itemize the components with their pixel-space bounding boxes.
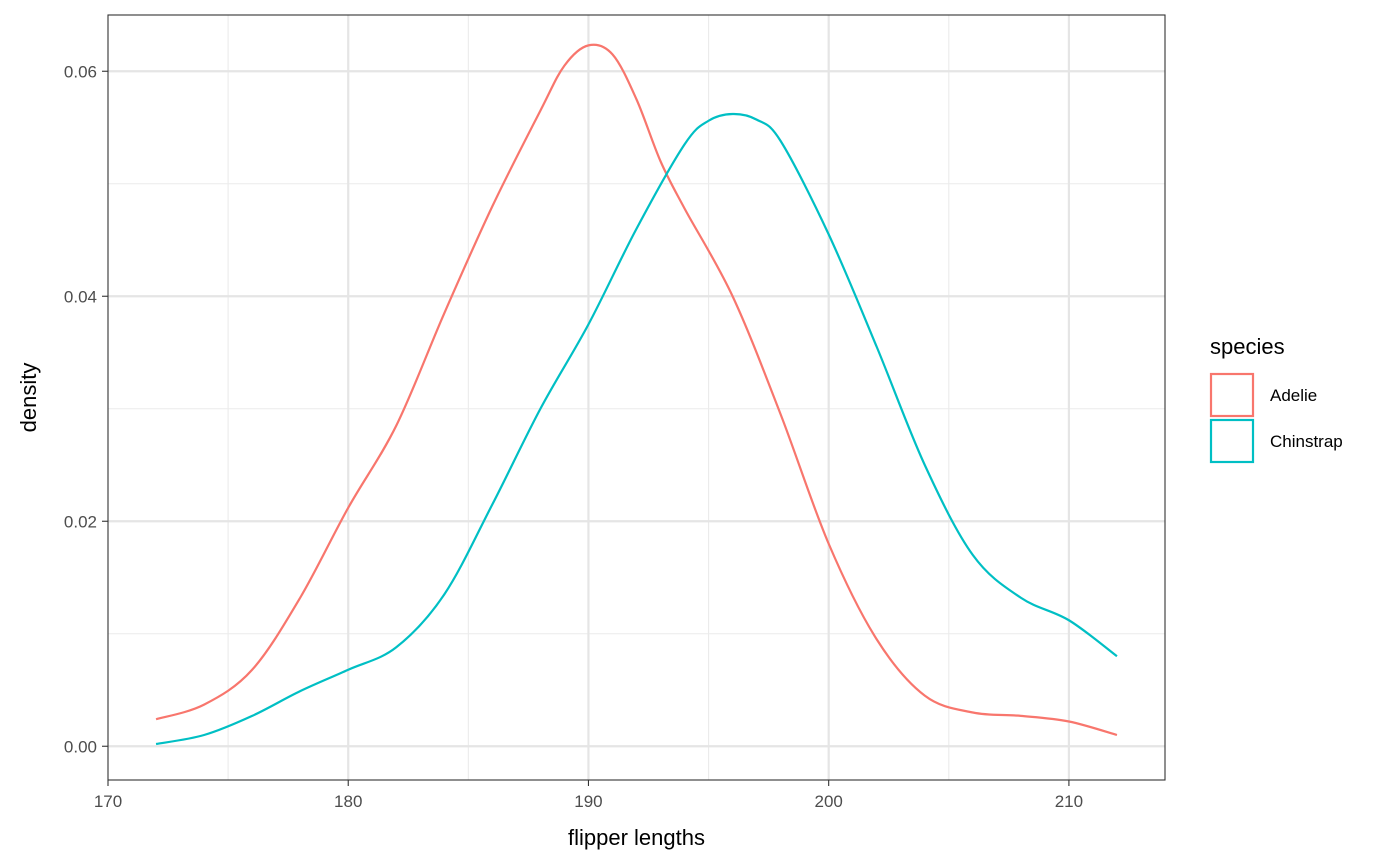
y-tick-label: 0.06 xyxy=(64,62,97,81)
x-tick-label: 190 xyxy=(574,792,602,811)
legend-label-adelie: Adelie xyxy=(1270,386,1317,405)
plot-panel xyxy=(108,15,1165,780)
x-tick-label: 180 xyxy=(334,792,362,811)
legend: species Adelie Chinstrap xyxy=(1209,334,1343,464)
y-tick-label: 0.00 xyxy=(64,737,97,756)
minor-gridlines xyxy=(108,15,1165,780)
y-axis: 0.00 0.02 0.04 0.06 xyxy=(64,62,108,756)
y-axis-title: density xyxy=(16,363,41,433)
legend-key-chinstrap xyxy=(1209,418,1255,464)
x-tick-label: 170 xyxy=(94,792,122,811)
x-tick-label: 200 xyxy=(814,792,842,811)
density-lines xyxy=(155,43,1118,746)
x-axis: 170 180 190 200 210 xyxy=(94,780,1083,811)
series-line-adelie xyxy=(155,43,1118,737)
plot-border xyxy=(107,14,1166,781)
legend-title: species xyxy=(1210,334,1285,359)
x-axis-title: flipper lengths xyxy=(568,825,705,850)
series-line-chinstrap xyxy=(155,112,1118,746)
legend-key-adelie xyxy=(1209,372,1255,418)
major-gridlines xyxy=(108,15,1165,780)
legend-label-chinstrap: Chinstrap xyxy=(1270,432,1343,451)
x-tick-label: 210 xyxy=(1055,792,1083,811)
y-tick-label: 0.04 xyxy=(64,287,97,306)
y-tick-label: 0.02 xyxy=(64,512,97,531)
